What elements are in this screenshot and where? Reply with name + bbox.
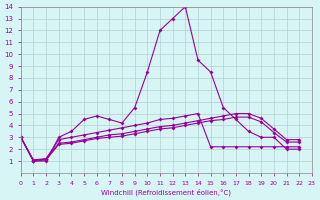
- X-axis label: Windchill (Refroidissement éolien,°C): Windchill (Refroidissement éolien,°C): [101, 188, 231, 196]
